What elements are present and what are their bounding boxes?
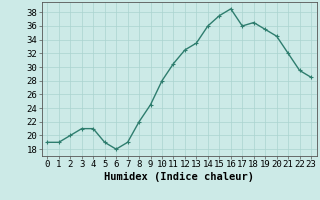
X-axis label: Humidex (Indice chaleur): Humidex (Indice chaleur) xyxy=(104,172,254,182)
